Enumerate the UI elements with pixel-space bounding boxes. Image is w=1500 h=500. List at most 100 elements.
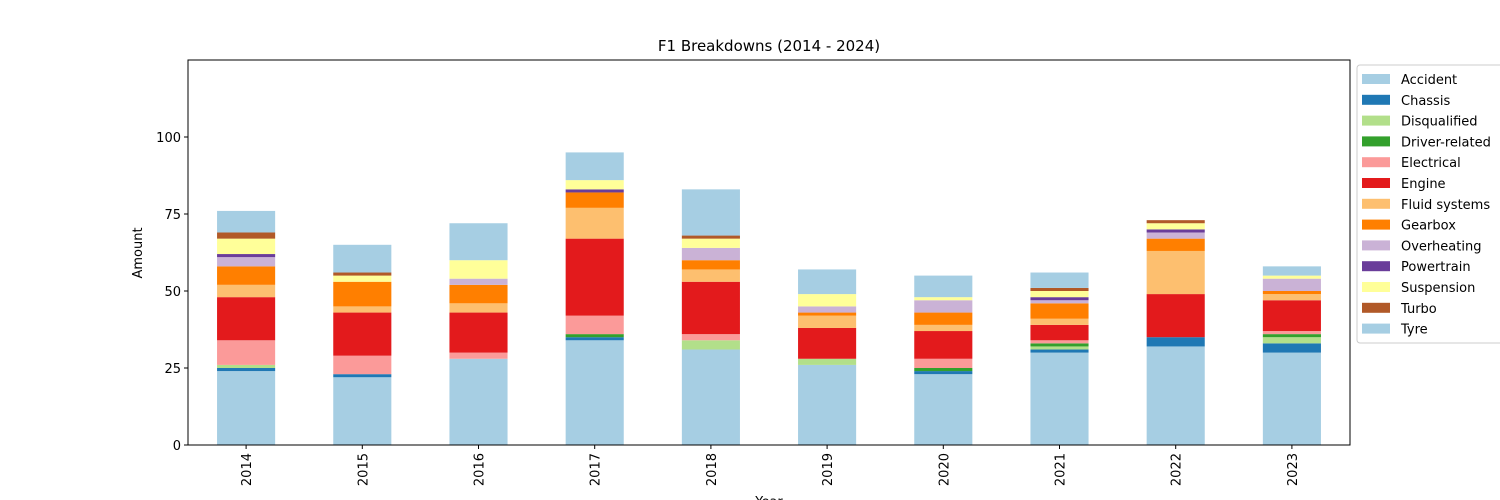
bar-segment: [333, 377, 392, 445]
legend-swatch: [1362, 74, 1390, 84]
bar-segment: [1146, 337, 1205, 347]
bar-segment: [798, 294, 857, 307]
bar-segment: [1146, 223, 1205, 230]
bar-segment: [565, 192, 624, 208]
bar-segment: [1030, 291, 1089, 298]
bar-segment: [1262, 275, 1321, 279]
bar-segment: [333, 281, 392, 307]
legend-label: Engine: [1401, 177, 1446, 192]
y-axis-label: Amount: [131, 227, 146, 278]
bar-segment: [1030, 352, 1089, 445]
bar-segment: [333, 275, 392, 282]
legend-swatch: [1362, 198, 1390, 209]
bar-segment: [798, 306, 857, 313]
chart-title: F1 Breakdowns (2014 - 2024): [658, 37, 880, 55]
bar-segment: [798, 269, 857, 295]
x-tick-label: 2020: [937, 453, 952, 486]
bar-segment: [1146, 220, 1205, 224]
bar-segment: [1262, 266, 1321, 276]
bar-segment: [681, 349, 740, 445]
bar-segment: [449, 312, 508, 353]
bar-segment: [449, 260, 508, 279]
bar-segment: [798, 312, 857, 316]
bar-segment: [1030, 287, 1089, 291]
bar-segment: [449, 358, 508, 445]
bar-segment: [914, 312, 973, 325]
bar-segment: [333, 272, 392, 276]
legend-label: Powertrain: [1401, 260, 1471, 275]
y-tick-label: 0: [173, 439, 181, 454]
bar-segment: [914, 358, 973, 368]
legend-label: Driver-related: [1401, 135, 1491, 150]
bar-segment: [449, 284, 508, 304]
bar-segment: [914, 331, 973, 359]
bar-segment: [914, 324, 973, 332]
bar-segment: [1146, 346, 1205, 445]
legend-swatch: [1362, 115, 1390, 126]
legend-label: Suspension: [1401, 281, 1475, 296]
bar-segment: [1146, 250, 1205, 295]
x-tick-label: 2022: [1170, 453, 1185, 486]
bar-segment: [1030, 303, 1089, 319]
legend-label: Chassis: [1401, 94, 1450, 109]
bar-segment: [333, 244, 392, 273]
bar-segment: [333, 312, 392, 356]
bar-segment: [1030, 324, 1089, 341]
bar-segment: [1262, 352, 1321, 445]
bar-segment: [681, 340, 740, 350]
y-tick-label: 75: [164, 208, 181, 223]
legend-swatch: [1362, 323, 1390, 334]
bar-segment: [914, 374, 973, 445]
bar-segment: [1030, 272, 1089, 288]
legend-label: Disqualified: [1401, 115, 1478, 130]
bar-segment: [565, 315, 624, 335]
bar-segment: [1030, 343, 1089, 347]
bar-segment: [914, 368, 973, 372]
bar-segment: [565, 207, 624, 239]
bar-segment: [217, 364, 276, 368]
x-axis-label: Year: [754, 495, 783, 500]
legend-label: Tyre: [1400, 323, 1428, 338]
bar-segment: [681, 281, 740, 335]
bar-segment: [1030, 297, 1089, 301]
legend-swatch: [1362, 261, 1390, 272]
bar-segment: [1262, 294, 1321, 301]
bar-segment: [681, 189, 740, 236]
bar-segment: [565, 238, 624, 316]
x-tick-label: 2023: [1286, 453, 1301, 486]
y-tick-label: 25: [164, 362, 181, 377]
bar-segment: [217, 266, 276, 285]
bar-segment: [565, 189, 624, 193]
bar-segment: [217, 210, 276, 233]
bar-segment: [565, 337, 624, 341]
bar-segment: [333, 306, 392, 313]
bar-segment: [217, 232, 276, 239]
bar-segment: [681, 235, 740, 239]
bar-segment: [217, 284, 276, 298]
bar-segment: [1146, 232, 1205, 239]
bar-segment: [1030, 300, 1089, 304]
legend-frame: [1356, 64, 1500, 344]
x-tick-label: 2015: [356, 453, 371, 486]
legend: Accident Chassis Disqualified Driver-relate…: [1356, 64, 1500, 344]
bar-segment: [1030, 340, 1089, 344]
bar-segment: [1262, 300, 1321, 332]
bar-segment: [449, 352, 508, 359]
bar-segment: [565, 334, 624, 338]
legend-swatch: [1362, 136, 1390, 147]
bar-segment: [1030, 318, 1089, 325]
x-tick-label: 2017: [589, 453, 604, 486]
bar-segment: [681, 238, 740, 248]
bar-segment: [1262, 331, 1321, 335]
y-tick-label: 100: [156, 131, 181, 146]
bar-segment: [798, 315, 857, 328]
legend-swatch: [1362, 219, 1390, 230]
bar-segment: [217, 371, 276, 445]
bar-segment: [217, 238, 276, 255]
bar-segment: [1262, 291, 1321, 295]
bar-segment: [333, 374, 392, 378]
x-tick-label: 2016: [473, 453, 488, 486]
bar-segment: [565, 152, 624, 181]
bar-segment: [217, 297, 276, 341]
